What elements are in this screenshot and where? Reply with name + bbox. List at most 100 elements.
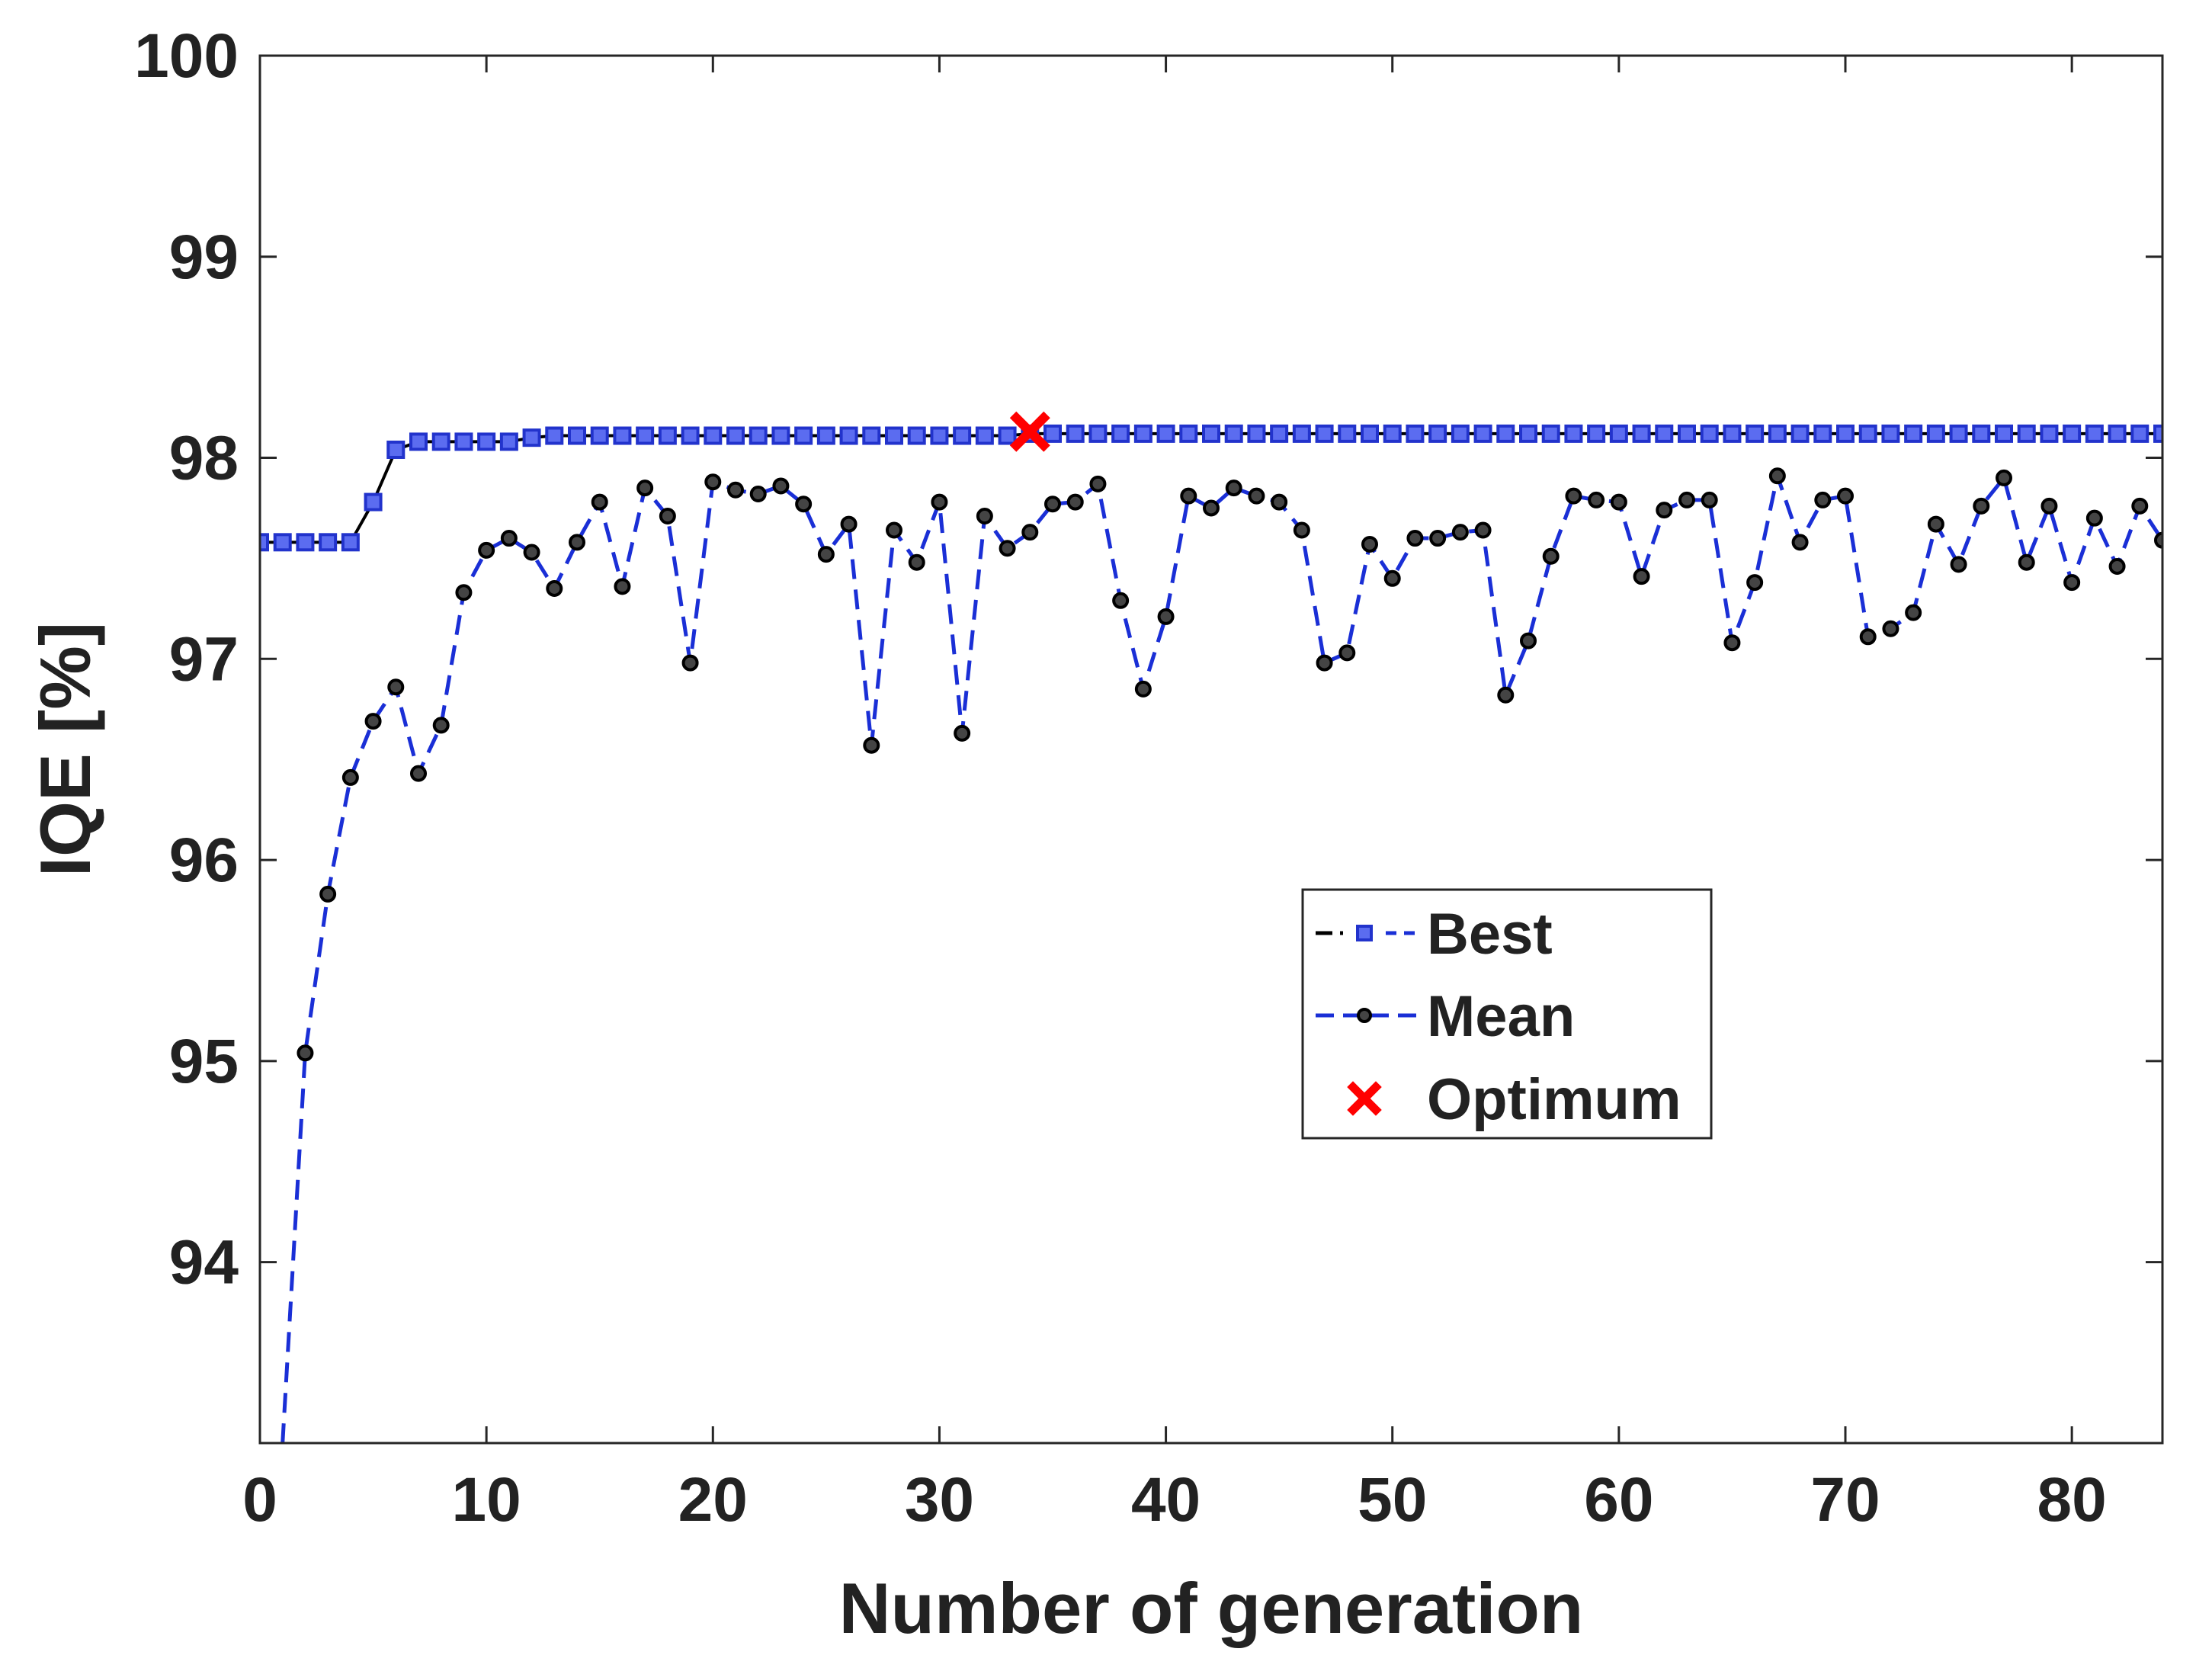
mean-point	[886, 521, 902, 539]
best-point	[1813, 424, 1832, 443]
mean-point	[455, 584, 473, 601]
mean-point	[432, 717, 450, 734]
mean-point	[908, 553, 925, 571]
best-point	[2063, 424, 2082, 443]
best-point	[613, 426, 632, 445]
best-point	[2108, 424, 2127, 443]
best-point	[1881, 424, 1900, 443]
axis-ticks	[258, 54, 2162, 1443]
best-point	[1428, 424, 1447, 443]
mean-point	[1338, 644, 1356, 662]
mean-point	[999, 540, 1016, 557]
mean-point	[1565, 487, 1582, 505]
best-point	[2040, 424, 2059, 443]
best-point	[364, 492, 383, 512]
best-point	[885, 426, 903, 445]
x-tick-label: 30	[905, 1465, 974, 1535]
best-point	[704, 426, 723, 445]
legend-mean-label: Mean	[1427, 984, 1575, 1049]
best-point	[386, 440, 406, 459]
best-point	[658, 426, 677, 445]
best-point	[2017, 424, 2036, 443]
mean-point	[1134, 680, 1152, 698]
best-point	[771, 426, 790, 445]
y-tick-label: 94	[169, 1228, 239, 1297]
best-point	[1066, 424, 1085, 443]
x-tick-label: 50	[1358, 1465, 1427, 1535]
mean-point	[1429, 530, 1447, 547]
mean-point	[1361, 535, 1378, 553]
mean-point	[1021, 524, 1039, 541]
best-point	[1768, 424, 1787, 443]
mean-point	[1996, 469, 2012, 486]
best-point	[930, 426, 949, 445]
mean-point	[1383, 569, 1401, 587]
best-point	[1224, 424, 1243, 443]
mean-point	[1882, 620, 1899, 637]
legend: Best Mean Optimum	[1301, 888, 1713, 1140]
best-point	[2130, 424, 2149, 443]
x-tick-label: 10	[452, 1465, 521, 1535]
mean-point	[1474, 521, 1492, 539]
best-point	[545, 426, 564, 445]
best-point	[862, 426, 881, 445]
mean-point	[749, 486, 767, 503]
best-point	[431, 432, 450, 451]
mean-point	[840, 515, 858, 533]
mean-point	[659, 508, 676, 525]
mean-point	[1701, 491, 1718, 508]
best-point	[1338, 424, 1357, 443]
best-point	[1202, 424, 1220, 443]
mean-point	[1973, 497, 1990, 515]
best-point	[273, 533, 292, 552]
x-tick-label: 60	[1584, 1465, 1653, 1535]
best-point	[1451, 424, 1470, 443]
mean-point	[364, 713, 382, 730]
mean-point	[1678, 491, 1695, 508]
mean-point	[1723, 634, 1741, 652]
best-point	[319, 533, 338, 552]
legend-optimum-label: Optimum	[1427, 1067, 1681, 1132]
x-tick-label: 20	[678, 1465, 748, 1535]
plot-frame	[258, 54, 2164, 1445]
best-point	[260, 533, 269, 552]
x-tick-label: 80	[2037, 1465, 2107, 1535]
mean-point	[704, 473, 722, 491]
mean-point	[2085, 509, 2103, 527]
mean-point	[636, 480, 654, 497]
y-tick-label: 96	[169, 826, 239, 895]
best-point	[1133, 424, 1152, 443]
mean-point	[931, 493, 948, 511]
legend-item-best: Best	[1316, 902, 1553, 967]
best-point	[1858, 424, 1877, 443]
optimum-series	[1009, 411, 1050, 452]
best-point	[2085, 424, 2104, 443]
best-series	[260, 424, 2162, 552]
best-point	[1655, 424, 1674, 443]
x-tick-label: 0	[242, 1465, 277, 1535]
mean-point	[817, 546, 835, 563]
best-point	[1541, 424, 1560, 443]
best-point	[1361, 424, 1379, 443]
mean-point	[1791, 534, 1809, 551]
legend-mean-marker	[1357, 1008, 1372, 1023]
mean-point	[1157, 608, 1175, 625]
mean-point	[1837, 487, 1854, 505]
best-point	[1678, 424, 1696, 443]
optimum-point	[1009, 411, 1050, 452]
mean-point	[2108, 557, 2126, 575]
mean-point	[319, 885, 337, 903]
mean-series	[281, 467, 2162, 1443]
best-point	[681, 426, 700, 445]
y-tick-label: 100	[134, 21, 239, 91]
mean-point	[976, 508, 993, 525]
mean-point	[1656, 502, 1673, 519]
best-point	[409, 432, 428, 451]
best-point	[1995, 424, 2013, 443]
best-point	[1949, 424, 1968, 443]
mean-point	[523, 544, 540, 561]
best-point	[1564, 424, 1583, 443]
best-point	[1111, 424, 1130, 443]
mean-point	[727, 481, 744, 499]
